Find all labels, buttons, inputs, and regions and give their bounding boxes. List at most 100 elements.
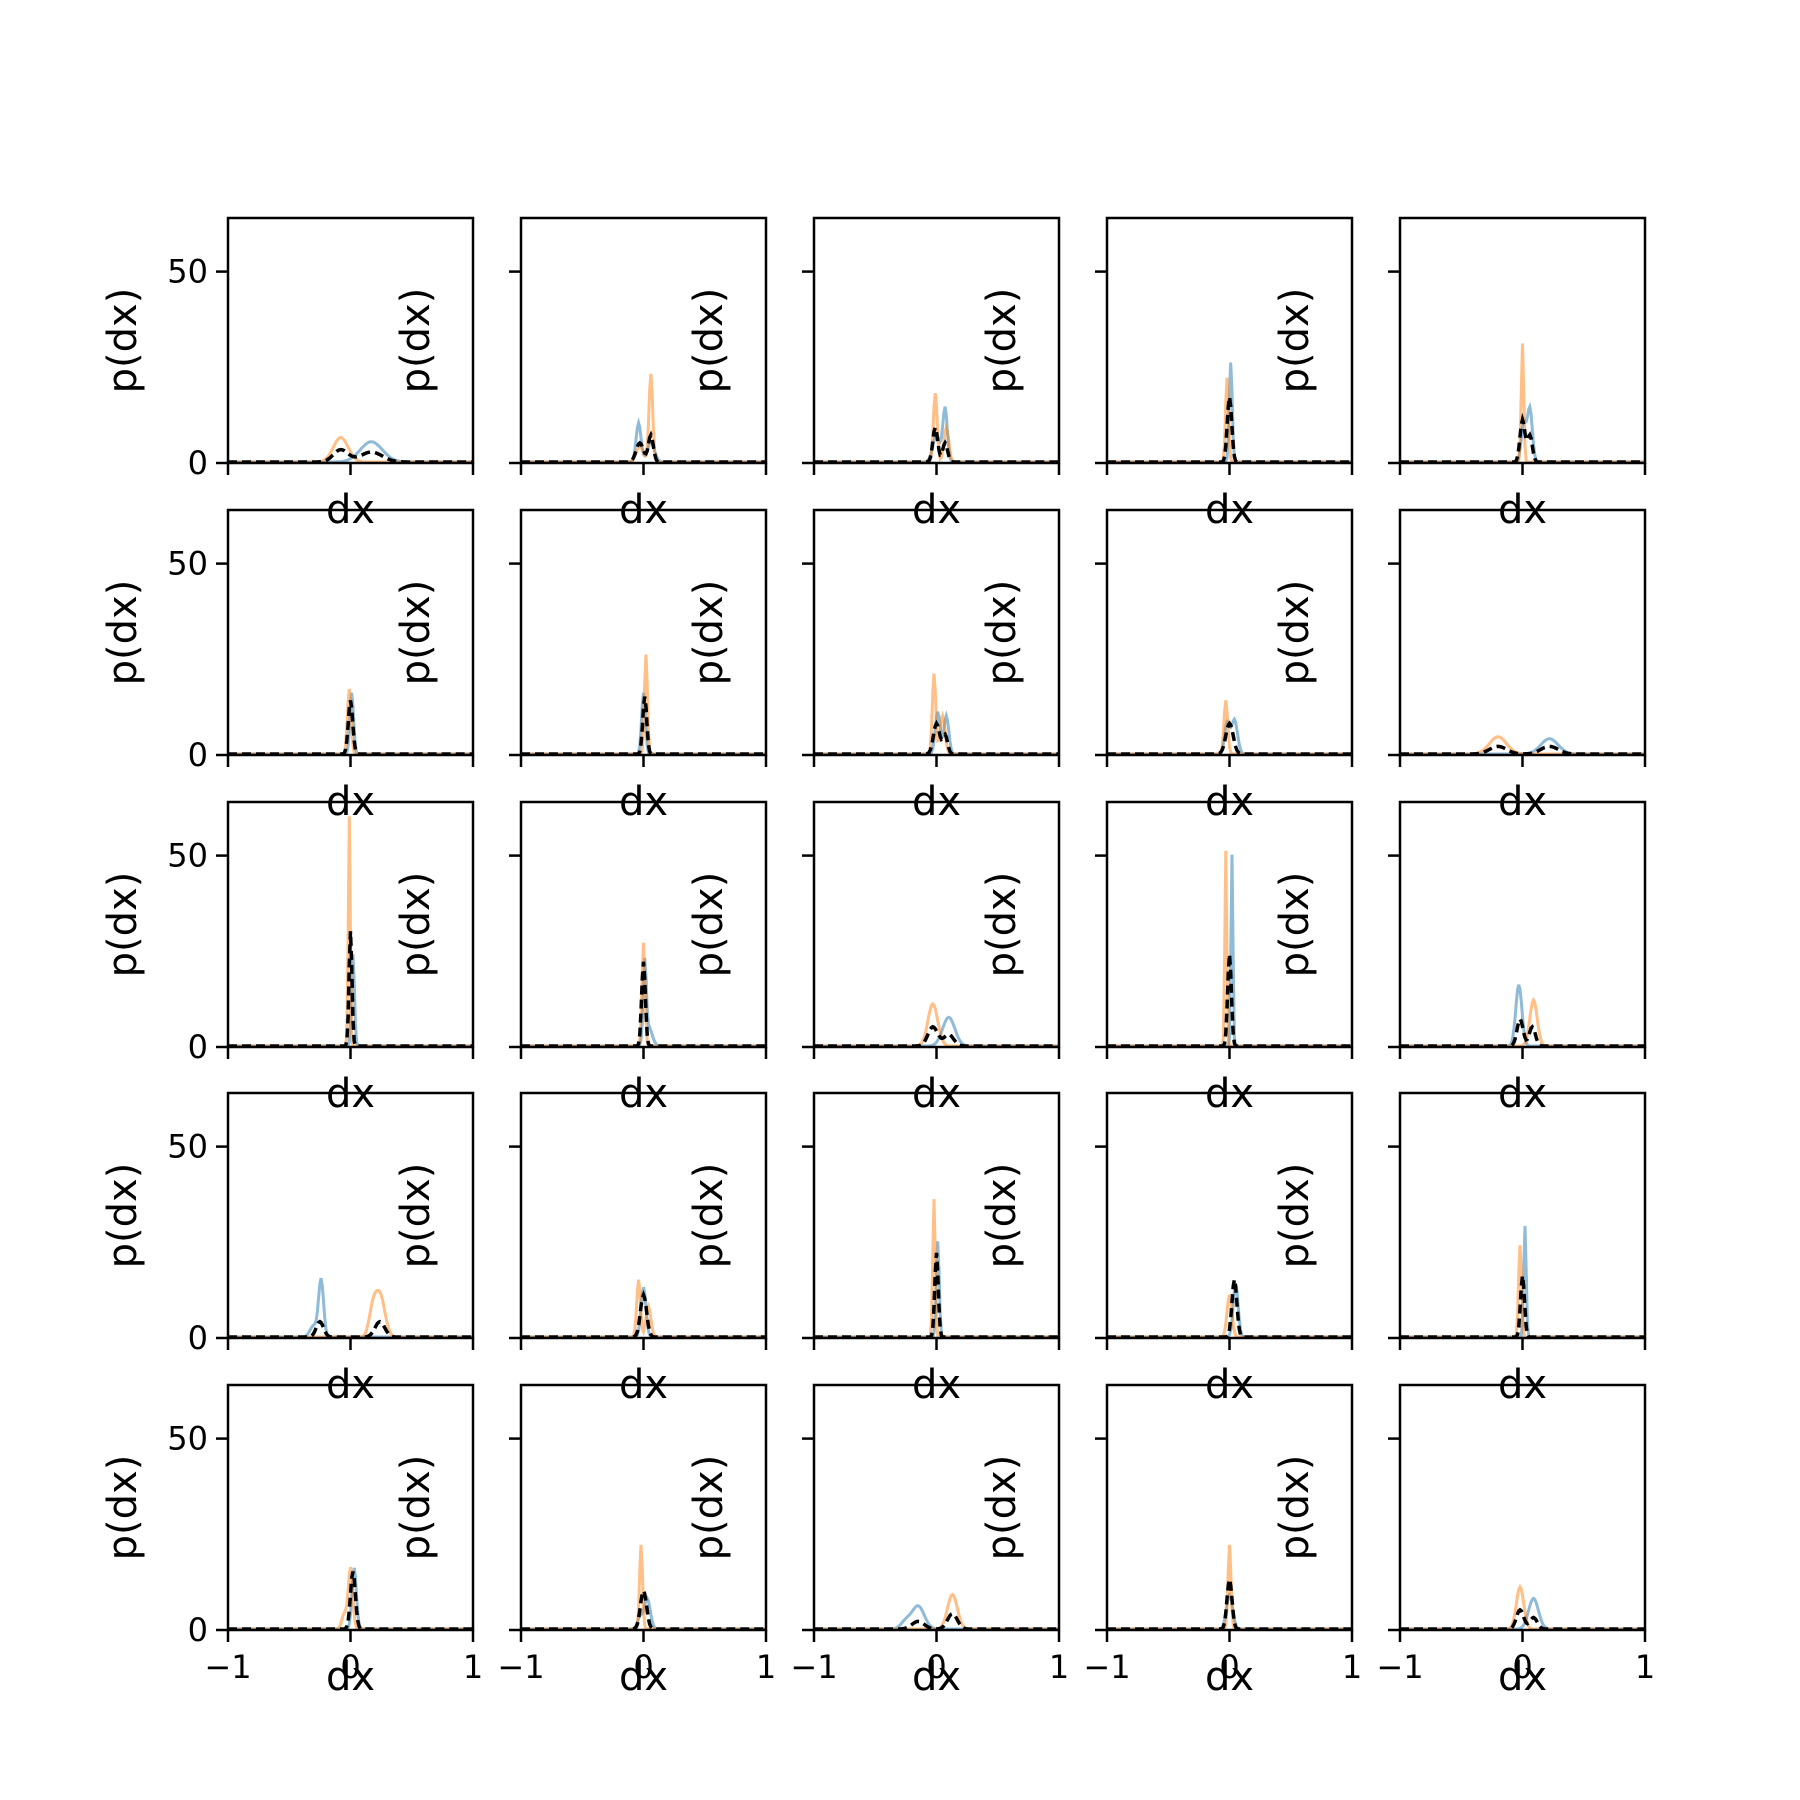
y-axis-label: p(dx) bbox=[393, 1163, 439, 1269]
y-axis-label: p(dx) bbox=[686, 1455, 732, 1561]
series-black-line bbox=[1107, 1279, 1352, 1339]
x-axis-label: dx bbox=[912, 1362, 961, 1408]
y-axis-label: p(dx) bbox=[100, 1455, 146, 1561]
y-tick-label: 50 bbox=[167, 1128, 208, 1166]
y-axis-label: p(dx) bbox=[100, 1163, 146, 1269]
panel-2-5 bbox=[1388, 508, 1647, 767]
y-axis-label: p(dx) bbox=[393, 288, 439, 394]
x-tick-label: −1 bbox=[497, 1648, 544, 1686]
x-axis-label: dx bbox=[326, 1071, 375, 1117]
x-tick-label: −1 bbox=[790, 1648, 837, 1686]
y-axis-label: p(dx) bbox=[100, 872, 146, 978]
panel-4-3 bbox=[802, 1091, 1061, 1350]
x-axis-label: dx bbox=[1205, 1071, 1254, 1117]
x-axis-label: dx bbox=[619, 1362, 668, 1408]
x-tick-label: −1 bbox=[1376, 1648, 1423, 1686]
y-axis-label: p(dx) bbox=[979, 580, 1025, 686]
y-tick-label: 0 bbox=[188, 444, 208, 482]
panel-4-4 bbox=[1095, 1091, 1354, 1350]
x-axis-label: dx bbox=[1205, 779, 1254, 825]
panel-3-3 bbox=[802, 800, 1061, 1059]
y-tick-label: 0 bbox=[188, 1611, 208, 1649]
panel-2-3 bbox=[802, 508, 1061, 767]
y-axis-label: p(dx) bbox=[686, 288, 732, 394]
x-tick-label: 1 bbox=[463, 1648, 483, 1686]
y-tick-label: 50 bbox=[167, 837, 208, 875]
panel-5-4: −1 0 1 bbox=[1083, 1383, 1362, 1686]
x-tick-label: 1 bbox=[1342, 1648, 1362, 1686]
x-axis-label: dx bbox=[1498, 487, 1547, 533]
y-axis-label: p(dx) bbox=[1272, 288, 1318, 394]
x-axis-label: dx bbox=[326, 1654, 375, 1700]
panel-5-5: −1 0 1 bbox=[1376, 1383, 1655, 1686]
panel-1-5 bbox=[1388, 216, 1647, 475]
y-tick-label: 0 bbox=[188, 736, 208, 774]
panel-1-1: 0 50 bbox=[167, 216, 475, 482]
x-axis-label: dx bbox=[326, 487, 375, 533]
x-tick-label: 1 bbox=[756, 1648, 776, 1686]
x-tick-label: 0 bbox=[340, 1648, 360, 1686]
panel-3-2 bbox=[509, 800, 768, 1059]
y-axis-label: p(dx) bbox=[686, 872, 732, 978]
y-tick-label: 50 bbox=[167, 253, 208, 291]
y-axis-label: p(dx) bbox=[686, 580, 732, 686]
series-black-line bbox=[521, 961, 766, 1048]
y-axis-label: p(dx) bbox=[393, 580, 439, 686]
x-axis-label: dx bbox=[912, 779, 961, 825]
panel-5-3: −1 0 1 bbox=[790, 1383, 1069, 1686]
x-tick-label: −1 bbox=[1083, 1648, 1130, 1686]
y-axis-label: p(dx) bbox=[393, 1455, 439, 1561]
y-axis-label: p(dx) bbox=[979, 288, 1025, 394]
panel-1-4 bbox=[1095, 216, 1354, 475]
panel-3-4 bbox=[1095, 800, 1354, 1059]
y-axis-label: p(dx) bbox=[1272, 1455, 1318, 1561]
y-axis-label: p(dx) bbox=[979, 1455, 1025, 1561]
y-tick-label: 50 bbox=[167, 1420, 208, 1458]
y-axis-label: p(dx) bbox=[393, 872, 439, 978]
x-tick-label: 0 bbox=[633, 1648, 653, 1686]
panel-1-3 bbox=[802, 216, 1061, 475]
x-axis-label: dx bbox=[1498, 1654, 1547, 1700]
x-tick-label: −1 bbox=[204, 1648, 251, 1686]
panel-5-2: −1 0 1 bbox=[497, 1383, 776, 1686]
series-black-line bbox=[1107, 720, 1352, 756]
x-axis-label: dx bbox=[619, 487, 668, 533]
x-axis-label: dx bbox=[619, 1071, 668, 1117]
panel-2-1: 0 50 bbox=[167, 508, 475, 774]
panel-5-1: 050−1 0 1 bbox=[167, 1383, 483, 1686]
x-axis-label: dx bbox=[1498, 1071, 1547, 1117]
x-axis-label: dx bbox=[326, 1362, 375, 1408]
y-axis-label: p(dx) bbox=[979, 1163, 1025, 1269]
x-axis-label: dx bbox=[1205, 487, 1254, 533]
x-axis-label: dx bbox=[912, 487, 961, 533]
panel-4-2 bbox=[509, 1091, 768, 1350]
x-tick-label: 0 bbox=[1512, 1648, 1532, 1686]
x-tick-label: 0 bbox=[1219, 1648, 1239, 1686]
x-axis-label: dx bbox=[1205, 1654, 1254, 1700]
y-tick-label: 0 bbox=[188, 1319, 208, 1357]
y-tick-label: 0 bbox=[188, 1028, 208, 1066]
x-tick-label: 1 bbox=[1049, 1648, 1069, 1686]
panel-3-5 bbox=[1388, 800, 1647, 1059]
y-axis-label: p(dx) bbox=[1272, 1163, 1318, 1269]
y-axis-label: p(dx) bbox=[100, 288, 146, 394]
x-axis-label: dx bbox=[619, 1654, 668, 1700]
series-black-line bbox=[814, 1252, 1059, 1339]
panel-4-5 bbox=[1388, 1091, 1647, 1350]
x-axis-label: dx bbox=[1205, 1362, 1254, 1408]
y-axis-label: p(dx) bbox=[1272, 580, 1318, 686]
y-axis-label: p(dx) bbox=[1272, 872, 1318, 978]
x-axis-label: dx bbox=[912, 1071, 961, 1117]
y-axis-label: p(dx) bbox=[979, 872, 1025, 978]
panel-2-2 bbox=[509, 508, 768, 767]
x-axis-label: dx bbox=[1498, 1362, 1547, 1408]
panel-3-1: 0 50 bbox=[167, 800, 475, 1066]
panel-2-4 bbox=[1095, 508, 1354, 767]
x-tick-label: 0 bbox=[926, 1648, 946, 1686]
x-tick-label: 1 bbox=[1635, 1648, 1655, 1686]
y-axis-label: p(dx) bbox=[686, 1163, 732, 1269]
x-axis-label: dx bbox=[619, 779, 668, 825]
x-axis-label: dx bbox=[912, 1654, 961, 1700]
x-axis-label: dx bbox=[1498, 779, 1547, 825]
